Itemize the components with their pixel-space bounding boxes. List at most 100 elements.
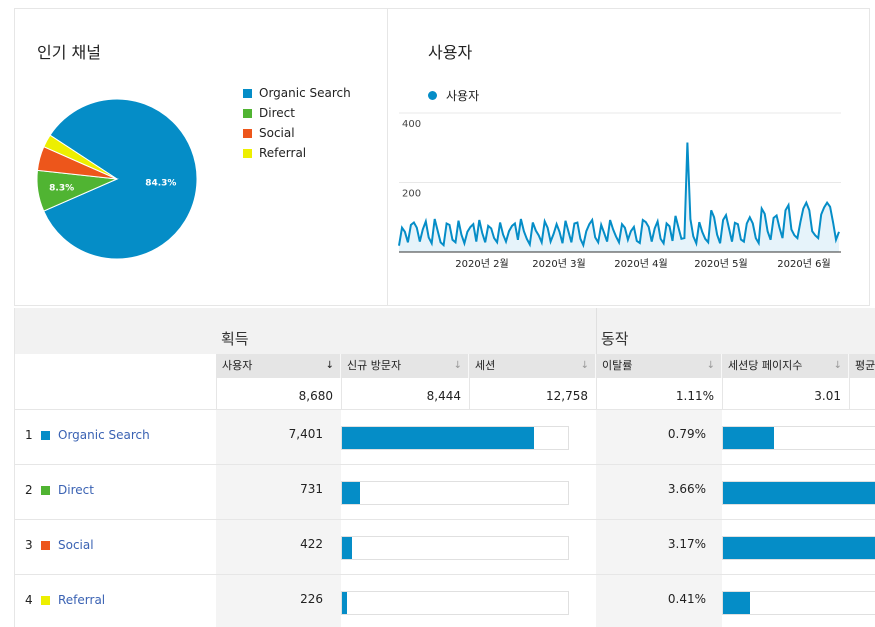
x-tick-label: 2020년 2월 — [455, 258, 508, 270]
x-tick-label: 2020년 6월 — [777, 258, 830, 270]
col-header-label: 세션당 페이지수 — [728, 359, 803, 372]
col-header-label: 사용자 — [222, 359, 253, 372]
users-line-chart: 200 400 2020년 2월 2020년 3월 2020년 4월 2020년 5월 20… — [398, 112, 841, 270]
top-channels-card: 인기 채널 84.3% 8.3% Organic Search Direct So… — [14, 8, 387, 306]
arrow-down-icon: ↓ — [580, 360, 589, 371]
users-cell — [216, 575, 341, 627]
table-row: 2 Direct 731 3.66% — [15, 464, 875, 520]
row-channel: 2 Direct — [25, 483, 94, 497]
row-index: 3 — [25, 538, 33, 552]
new-visitors-bar — [341, 481, 569, 505]
row-channel: 1 Organic Search — [25, 428, 150, 442]
pie-card-title: 인기 채널 — [37, 43, 101, 62]
bounce-cell — [596, 410, 722, 465]
row-bounce-rate: 3.17% — [667, 537, 706, 551]
series-line-users[interactable] — [398, 142, 840, 249]
row-bounce-rate: 0.41% — [667, 592, 706, 606]
channel-link[interactable]: Referral — [58, 593, 106, 607]
group-header-bg — [15, 308, 596, 354]
row-index: 2 — [25, 483, 33, 497]
legend-swatch — [243, 108, 252, 118]
total-avg — [849, 378, 875, 410]
row-swatch — [41, 430, 50, 440]
bounce-cell — [596, 520, 722, 575]
row-users: 226 — [300, 592, 323, 606]
series-dot-icon — [428, 91, 437, 100]
row-channel: 3 Social — [25, 538, 94, 552]
pie-data-label: 84.3% — [145, 179, 176, 189]
group-header-bg — [596, 308, 875, 354]
col-header-avg[interactable]: 평균 — [849, 354, 875, 378]
table-row: 4 Referral 226 0.41% — [15, 574, 875, 627]
col-header-label: 이탈률 — [602, 359, 633, 372]
total-new-visitors: 8,444 — [341, 378, 469, 410]
series-area — [399, 142, 839, 252]
channel-link[interactable]: Organic Search — [58, 428, 150, 442]
users-cell — [216, 520, 341, 575]
col-header-label: 평균 — [855, 359, 875, 372]
pages-per-session-bar — [722, 481, 875, 505]
row-index: 4 — [25, 593, 33, 607]
row-swatch — [41, 540, 50, 550]
y-tick-label: 400 — [402, 119, 421, 130]
legend-label: Referral — [259, 146, 307, 160]
row-index: 1 — [25, 428, 33, 442]
bounce-cell — [596, 575, 722, 627]
row-users: 731 — [300, 482, 323, 496]
channel-pie-chart: 84.3% 8.3% — [6, 68, 227, 289]
new-visitors-bar — [341, 536, 569, 560]
legend-item-organic[interactable]: Organic Search — [243, 83, 351, 103]
bar-fill — [723, 427, 774, 449]
legend-item-referral[interactable]: Referral — [243, 143, 351, 163]
pie-slice-referral[interactable] — [43, 134, 118, 190]
pages-per-session-bar — [722, 536, 875, 560]
x-tick-label: 2020년 3월 — [532, 258, 585, 270]
row-users: 422 — [300, 537, 323, 551]
row-bounce-rate: 3.66% — [667, 482, 706, 496]
row-channel: 4 Referral — [25, 593, 105, 607]
col-header-label: 세션 — [475, 359, 496, 372]
total-bounce-rate: 1.11% — [596, 378, 722, 410]
legend-item-direct[interactable]: Direct — [243, 103, 351, 123]
arrow-down-icon: ↓ — [453, 360, 462, 371]
legend-label: Organic Search — [259, 86, 351, 100]
bar-fill — [723, 537, 875, 559]
col-header-bounce-rate[interactable]: 이탈률 ↓ — [596, 354, 722, 378]
users-card: 사용자 사용자 200 400 2020년 2월 2020년 3월 2020년 4월 20… — [387, 8, 870, 306]
table-row: 1 Organic Search 7,401 0.79% — [15, 409, 875, 465]
arrow-down-icon: ↓ — [325, 360, 334, 371]
channel-link[interactable]: Direct — [58, 483, 94, 497]
pages-per-session-bar — [722, 591, 875, 615]
col-header-users[interactable]: 사용자 ↓ — [216, 354, 341, 378]
group-behavior: 동작 — [601, 330, 629, 348]
row-users: 7,401 — [288, 427, 323, 441]
bar-fill — [342, 427, 535, 449]
legend-item-social[interactable]: Social — [243, 123, 351, 143]
legend-swatch — [243, 148, 252, 158]
table-row: 3 Social 422 3.17% — [15, 519, 875, 575]
legend-label: Direct — [259, 106, 295, 120]
pages-per-session-bar — [722, 426, 875, 450]
users-cell — [216, 410, 341, 465]
total-users: 8,680 — [216, 378, 341, 410]
total-sessions: 12,758 — [469, 378, 596, 410]
bar-fill — [342, 482, 361, 504]
new-visitors-bar — [341, 591, 569, 615]
line-legend[interactable]: 사용자 — [428, 87, 479, 104]
row-swatch — [41, 595, 50, 605]
col-header-pages-per-session[interactable]: 세션당 페이지수 ↓ — [722, 354, 849, 378]
x-tick-label: 2020년 5월 — [694, 258, 747, 270]
pie-slice-organic-search[interactable] — [6, 68, 227, 289]
group-acquisition: 획득 — [221, 330, 249, 348]
col-header-sessions[interactable]: 세션 ↓ — [469, 354, 596, 378]
bounce-cell — [596, 465, 722, 520]
bar-fill — [342, 537, 353, 559]
channel-link[interactable]: Social — [58, 538, 94, 552]
col-header-new-visitors[interactable]: 신규 방문자 ↓ — [341, 354, 469, 378]
line-card-title: 사용자 — [428, 43, 473, 62]
arrow-down-icon: ↓ — [833, 360, 842, 371]
new-visitors-bar — [341, 426, 569, 450]
arrow-down-icon: ↓ — [706, 360, 715, 371]
users-cell — [216, 465, 341, 520]
total-pages-per-session: 3.01 — [722, 378, 849, 410]
